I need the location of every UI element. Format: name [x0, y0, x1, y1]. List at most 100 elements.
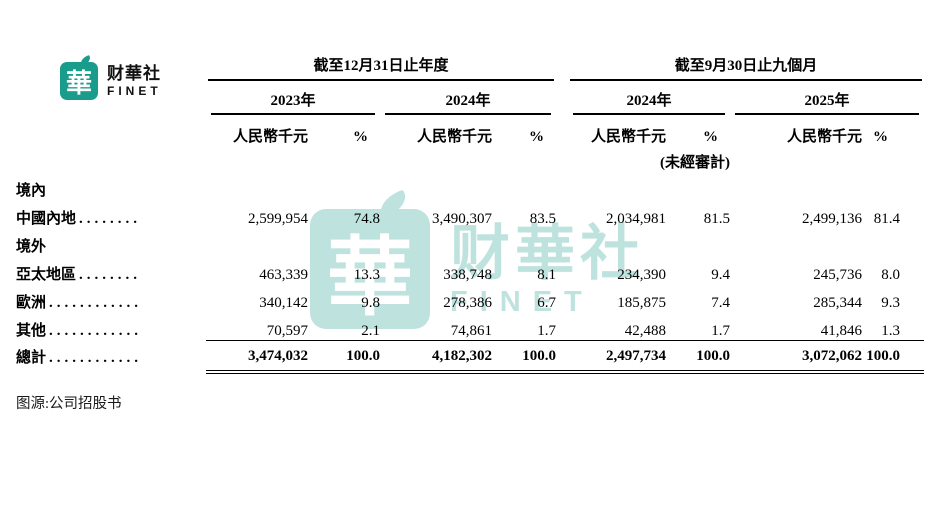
value-cell: 3,490,307 [432, 211, 492, 227]
year-2023: 2023年 [206, 81, 380, 115]
table-row-total: 總計............ 3,474,032 100.0 4,182,302… [16, 339, 925, 374]
unit-header-row: 人民幣千元 % 人民幣千元 % 人民幣千元 % 人民幣千元 % [16, 115, 924, 148]
period-group-9m-label: 截至9月30日止九個月 [570, 54, 923, 81]
year-2024-9m: 2024年 [568, 81, 730, 115]
column-gap [556, 115, 568, 148]
row-spacer [206, 228, 924, 256]
total-percent-cell: 100.0 [492, 339, 557, 374]
percent-header: % [873, 129, 889, 145]
percent-cell: 81.4 [873, 211, 901, 227]
finet-logo-mark-icon: 華 [60, 62, 98, 100]
header-spacer [16, 115, 206, 148]
value-cell: 41,846 [820, 322, 863, 339]
percent-header: % [529, 129, 545, 145]
period-group-header-row: 截至12月31日止年度 截至9月30日止九個月 [16, 54, 924, 81]
total-percent-cell: 100.0 [862, 339, 925, 374]
column-gap [556, 54, 568, 81]
header-spacer [16, 148, 206, 172]
value-cell: 42,488 [624, 322, 667, 339]
header-spacer [206, 148, 556, 172]
row-spacer [206, 172, 924, 200]
row-label-text: 總計 [16, 350, 47, 366]
table-row-asia-pacific: 亞太地區........ 463,339 13.3 338,748 8.1 23… [16, 256, 924, 284]
percent-cell: 1.7 [537, 322, 557, 339]
percent-cell: 8.0 [881, 267, 901, 283]
period-group-9m: 截至9月30日止九個月 [568, 54, 924, 81]
header-spacer [730, 148, 924, 172]
finet-logo-name: 财華社 [107, 64, 161, 84]
year-2024-9m-label: 2024年 [573, 89, 726, 115]
unit-header: 人民幣千元 [416, 129, 492, 145]
percent-cell: 1.3 [881, 322, 901, 339]
value-cell: 2,499,136 [802, 211, 863, 227]
value-cell: 2,034,981 [606, 211, 667, 227]
revenue-by-region-table: 截至12月31日止年度 截至9月30日止九個月 2023年 2024年 2024… [16, 54, 925, 374]
section-label: 境外 [16, 239, 47, 255]
row-label-text: 歐洲 [16, 295, 47, 311]
percent-cell: 74.8 [353, 211, 380, 227]
total-value-cell: 3,474,032 [206, 339, 308, 374]
row-label-text: 亞太地區 [16, 267, 77, 283]
column-gap [556, 312, 568, 340]
total-value-cell: 4,182,302 [380, 339, 492, 374]
column-gap [556, 339, 569, 374]
dot-leader: ........ [79, 211, 142, 227]
value-cell: 70,597 [266, 322, 308, 339]
dot-leader: ........ [79, 267, 142, 283]
source-note: 图源:公司招股书 [16, 396, 122, 412]
section-label: 境內 [16, 183, 47, 199]
unaudited-note-row: (未經審計) [16, 148, 924, 172]
table-row-europe: 歐洲............ 340,142 9.8 278,386 6.7 1… [16, 284, 924, 312]
table-row-mainland-china: 中國內地........ 2,599,954 74.8 3,490,307 83… [16, 200, 924, 228]
unaudited-note: (未經審計) [660, 155, 731, 171]
year-2024-fy-label: 2024年 [385, 89, 552, 115]
value-cell: 245,736 [813, 267, 863, 283]
row-label-text: 中國內地 [16, 211, 77, 227]
percent-header: % [703, 129, 719, 145]
percent-cell: 9.3 [881, 295, 901, 311]
finet-logo: 華 财華社 FINET [60, 62, 162, 100]
percent-cell: 9.8 [361, 295, 380, 311]
value-cell: 338,748 [443, 267, 492, 283]
total-value-cell: 2,497,734 [568, 339, 667, 374]
section-row-domestic: 境內 [16, 172, 924, 200]
percent-header: % [353, 129, 368, 145]
unit-header: 人民幣千元 [232, 129, 308, 145]
percent-cell: 81.5 [703, 211, 731, 227]
percent-cell: 2.1 [361, 322, 380, 339]
total-percent-cell: 100.0 [666, 339, 731, 374]
dot-leader: ............ [49, 295, 143, 311]
value-cell: 234,390 [617, 267, 667, 283]
value-cell: 285,344 [813, 295, 863, 311]
percent-cell: 9.4 [711, 267, 731, 283]
value-cell: 2,599,954 [248, 211, 308, 227]
percent-cell: 6.7 [537, 295, 557, 311]
value-cell: 463,339 [259, 267, 308, 283]
percent-cell: 83.5 [529, 211, 557, 227]
total-label: 總計............ [16, 340, 206, 372]
table-row-others: 其他............ 70,597 2.1 74,861 1.7 42,… [16, 312, 924, 340]
column-gap [556, 81, 568, 115]
percent-cell: 13.3 [353, 267, 380, 283]
year-2023-label: 2023年 [211, 89, 375, 115]
year-2025-9m: 2025年 [730, 81, 924, 115]
finet-logo-glyph: 華 [65, 68, 92, 98]
dot-leader: ............ [49, 350, 143, 366]
period-group-fy-label: 截至12月31日止年度 [208, 54, 555, 81]
unit-header: 人民幣千元 [591, 129, 667, 145]
value-cell: 74,861 [450, 322, 492, 339]
percent-cell: 1.7 [711, 322, 731, 339]
year-header-row: 2023年 2024年 2024年 2025年 [16, 81, 924, 115]
percent-cell: 7.4 [711, 295, 731, 311]
column-gap [556, 284, 568, 312]
row-label-text: 其他 [16, 323, 47, 339]
row-label: 歐洲............ [16, 284, 206, 312]
row-label: 亞太地區........ [16, 256, 206, 284]
section-row-overseas: 境外 [16, 228, 924, 256]
year-2025-9m-label: 2025年 [735, 89, 920, 115]
dot-leader: ............ [49, 323, 143, 339]
total-percent-cell: 100.0 [308, 339, 380, 374]
column-gap [556, 200, 568, 228]
total-value-cell: 3,072,062 [730, 339, 863, 374]
row-label: 中國內地........ [16, 200, 206, 228]
